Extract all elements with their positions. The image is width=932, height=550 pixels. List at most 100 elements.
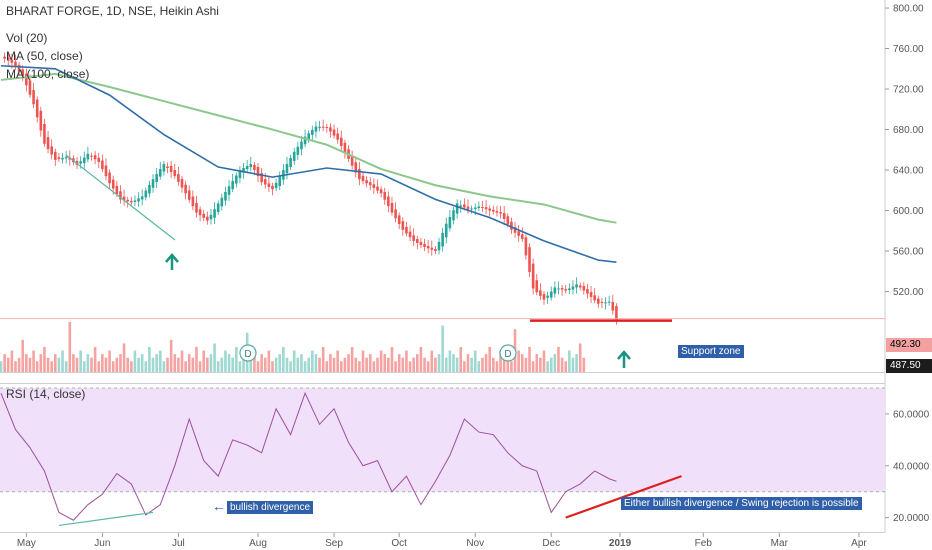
- volume-bar: [224, 350, 227, 372]
- volume-bar: [466, 354, 470, 372]
- volume-bar: [553, 354, 557, 372]
- candle-body: [434, 249, 437, 252]
- volume-bar: [249, 357, 253, 372]
- candle-body: [122, 196, 126, 201]
- volume-bar: [177, 357, 180, 372]
- price-axis: 800.00 760.00 720.00 680.00 640.00 600.00 560.…: [885, 4, 924, 298]
- volume-bar: [209, 354, 213, 372]
- candle-body: [506, 216, 510, 225]
- candle-body: [292, 151, 296, 161]
- candle-body: [542, 294, 546, 300]
- volume-bar: [484, 354, 488, 372]
- volume-bar: [285, 357, 289, 372]
- volume-bar: [82, 361, 86, 372]
- volume-bar: [339, 361, 343, 372]
- price-tick-label: 600.00: [893, 206, 924, 217]
- candle-body: [245, 165, 249, 170]
- volume-bar: [376, 357, 379, 372]
- volume-bar: [115, 357, 119, 372]
- volume-bar: [227, 354, 231, 372]
- volume-bar: [97, 361, 101, 372]
- volume-bar: [57, 357, 61, 372]
- volume-bar: [79, 350, 82, 372]
- candle-body: [151, 179, 155, 188]
- support-zone-label: Support zone: [678, 345, 744, 358]
- volume-bar: [278, 354, 282, 372]
- candle-body: [64, 156, 68, 159]
- candle-body: [191, 196, 195, 207]
- candle-body: [155, 174, 158, 183]
- volume-bar: [3, 354, 6, 372]
- candle-body: [130, 200, 133, 203]
- volume-bar: [510, 361, 513, 372]
- volume-bar: [72, 354, 75, 372]
- candles: [3, 52, 618, 325]
- candle-body: [198, 209, 202, 216]
- volume-bar: [564, 361, 568, 372]
- volume-bar: [495, 361, 499, 372]
- volume-bar: [517, 350, 520, 372]
- volume-bar: [68, 322, 72, 372]
- candle-body: [166, 166, 169, 169]
- dividend-badge[interactable]: D: [499, 344, 517, 362]
- candle-body: [318, 126, 321, 129]
- volume-bar: [531, 361, 535, 372]
- candle-body: [423, 243, 426, 247]
- volume-bar: [126, 357, 129, 372]
- volume-bar: [571, 357, 575, 372]
- volume-bar: [17, 357, 21, 372]
- candle-body: [379, 189, 383, 194]
- volume-bar: [549, 357, 553, 372]
- candle-body: [441, 232, 444, 247]
- volume-bar: [173, 354, 177, 372]
- volume-bar: [184, 361, 187, 372]
- candle-body: [173, 170, 177, 177]
- candle-body: [158, 169, 162, 177]
- volume-bar: [111, 361, 115, 372]
- volume-bar: [231, 357, 234, 372]
- time-tick-label: Mar: [771, 538, 789, 549]
- rsi-axis: 60.0000 40.0000 20.0000: [885, 409, 930, 524]
- volume-bar: [303, 361, 307, 372]
- volume-bar: [416, 354, 419, 372]
- ma100-line: [0, 72, 617, 224]
- candle-body: [430, 247, 434, 250]
- candle-body: [339, 137, 343, 147]
- candle-body: [187, 190, 191, 200]
- volume-bar: [343, 357, 347, 372]
- rsi-tick-label: 40.0000: [893, 461, 930, 472]
- volume-bar: [444, 357, 448, 372]
- candle-body: [524, 237, 528, 256]
- volume-bar: [477, 361, 481, 372]
- candle-body: [180, 178, 184, 188]
- candle-body: [231, 180, 234, 190]
- candle-body: [477, 206, 481, 209]
- volume-bar: [28, 357, 32, 372]
- candle-body: [531, 263, 535, 289]
- candle-body: [426, 245, 430, 249]
- volume-bar: [195, 347, 198, 372]
- candle-body: [227, 186, 231, 195]
- volume-bar: [383, 354, 387, 372]
- time-tick-label: Sep: [325, 538, 343, 549]
- volume-bar: [358, 361, 361, 372]
- volume-bar: [520, 354, 524, 372]
- volume-bar: [459, 347, 463, 372]
- volume-bar: [314, 354, 318, 372]
- volume-bar: [256, 361, 260, 372]
- candle-body: [238, 170, 242, 179]
- arrow-up-icon: [617, 350, 631, 368]
- candle-body: [517, 231, 520, 236]
- volume-bar: [430, 350, 434, 372]
- volume-bar: [6, 357, 10, 372]
- dividend-badge[interactable]: D: [239, 344, 257, 362]
- bullish-divergence-label: bullish divergence: [227, 501, 314, 514]
- candle-body: [242, 168, 245, 173]
- volume-bar: [300, 354, 303, 372]
- volume-bar: [101, 354, 104, 372]
- price-tick-label: 560.00: [893, 247, 924, 258]
- volume-bar: [329, 354, 332, 372]
- volume-bar: [271, 361, 274, 372]
- candle-body: [332, 129, 336, 136]
